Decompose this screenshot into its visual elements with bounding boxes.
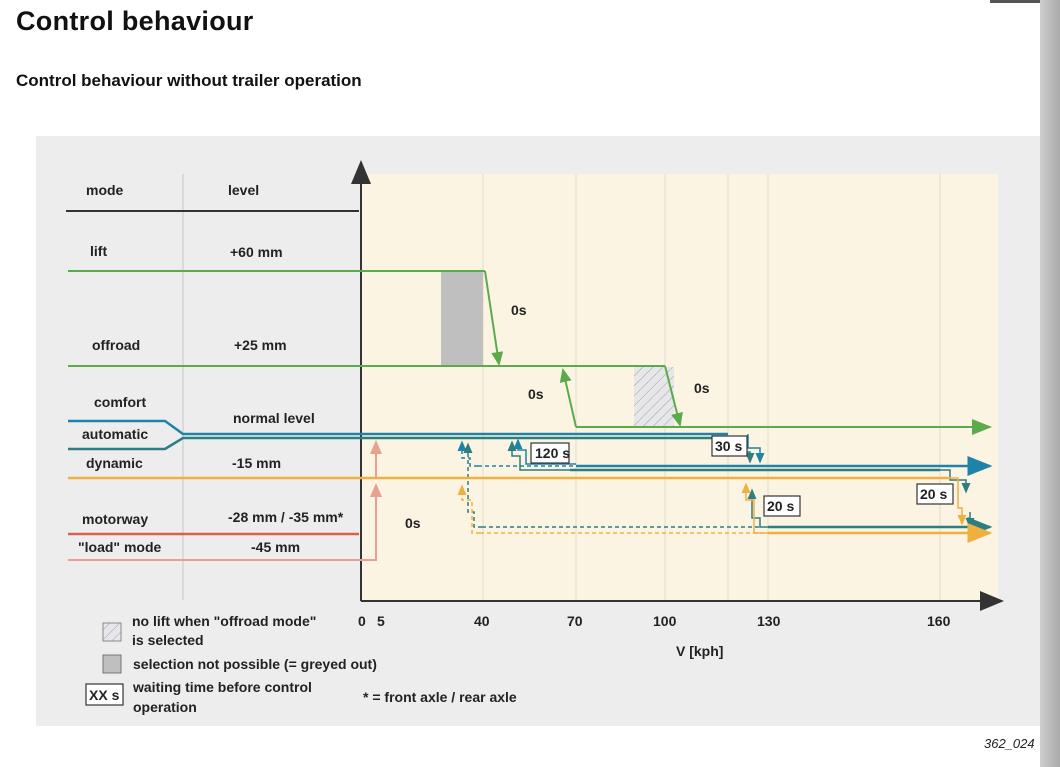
tick-130: 130 — [757, 613, 781, 629]
dynamic-line — [68, 476, 993, 543]
wait-label-30s: 30 s — [715, 438, 742, 454]
label-offroad-up-0s: 0s — [528, 386, 544, 402]
wait-box-30s — [711, 435, 748, 457]
greyed-out-zone — [441, 271, 483, 366]
legend-box-sample: XX s — [89, 687, 120, 703]
legend-box-swatch — [85, 683, 124, 706]
tick-70: 70 — [567, 613, 583, 629]
label-offroad-down-0s: 0s — [694, 380, 710, 396]
legend-hatched-line1: no lift when "offroad mode" — [132, 613, 316, 629]
legend-grey-swatch — [102, 654, 122, 674]
level-offroad: +25 mm — [234, 337, 287, 353]
level-load: -45 mm — [251, 539, 300, 555]
label-lift-0s: 0s — [511, 302, 527, 318]
load-mode-line — [68, 440, 382, 561]
mode-offroad: offroad — [92, 337, 140, 353]
mode-lift: lift — [90, 243, 107, 259]
tick-0: 0 — [358, 613, 366, 629]
page-subtitle: Control behaviour without trailer operat… — [16, 71, 362, 90]
wait-label-20s-a: 20 s — [767, 498, 794, 514]
mode-automatic: automatic — [82, 426, 148, 442]
mode-motorway: motorway — [82, 511, 148, 527]
table-header-level: level — [228, 182, 259, 198]
legend-hatched-swatch — [102, 622, 122, 642]
wait-label-120s: 120 s — [535, 445, 570, 461]
wait-box-120s — [530, 442, 570, 464]
tick-100: 100 — [653, 613, 677, 629]
gridlines — [482, 174, 941, 601]
level-lift: +60 mm — [230, 244, 283, 260]
tick-40: 40 — [474, 613, 490, 629]
legend-footnote: * = front axle / rear axle — [363, 689, 517, 705]
level-comfort: normal level — [233, 410, 315, 426]
x-axis-label: V [kph] — [676, 643, 723, 659]
legend-grey-text: selection not possible (= greyed out) — [133, 656, 377, 672]
mode-load: "load" mode — [78, 539, 161, 555]
plot-area — [361, 174, 998, 601]
legend-box-line2: operation — [133, 699, 197, 715]
automatic-line — [68, 436, 993, 537]
label-load-0s: 0s — [405, 515, 421, 531]
legend-box-line1: waiting time before control — [132, 679, 312, 695]
level-motorway: -28 mm / -35 mm* — [228, 509, 344, 525]
level-dynamic: -15 mm — [232, 455, 281, 471]
wait-box-20s-a — [763, 495, 801, 517]
right-edge-strip — [1040, 0, 1060, 767]
tick-5: 5 — [377, 613, 385, 629]
mode-dynamic: dynamic — [86, 455, 143, 471]
wait-box-20s-b — [916, 483, 954, 505]
legend-hatched-line2: is selected — [132, 632, 204, 648]
figure-reference: 362_024 — [984, 736, 1035, 751]
wait-label-20s-b: 20 s — [920, 486, 947, 502]
comfort-line — [68, 419, 993, 476]
mode-comfort: comfort — [94, 394, 146, 410]
page-title: Control behaviour — [16, 6, 254, 36]
offroad-line — [68, 365, 992, 435]
lift-line — [68, 270, 504, 366]
tick-160: 160 — [927, 613, 951, 629]
table-header-mode: mode — [86, 182, 124, 198]
top-edge-bar — [990, 0, 1040, 3]
